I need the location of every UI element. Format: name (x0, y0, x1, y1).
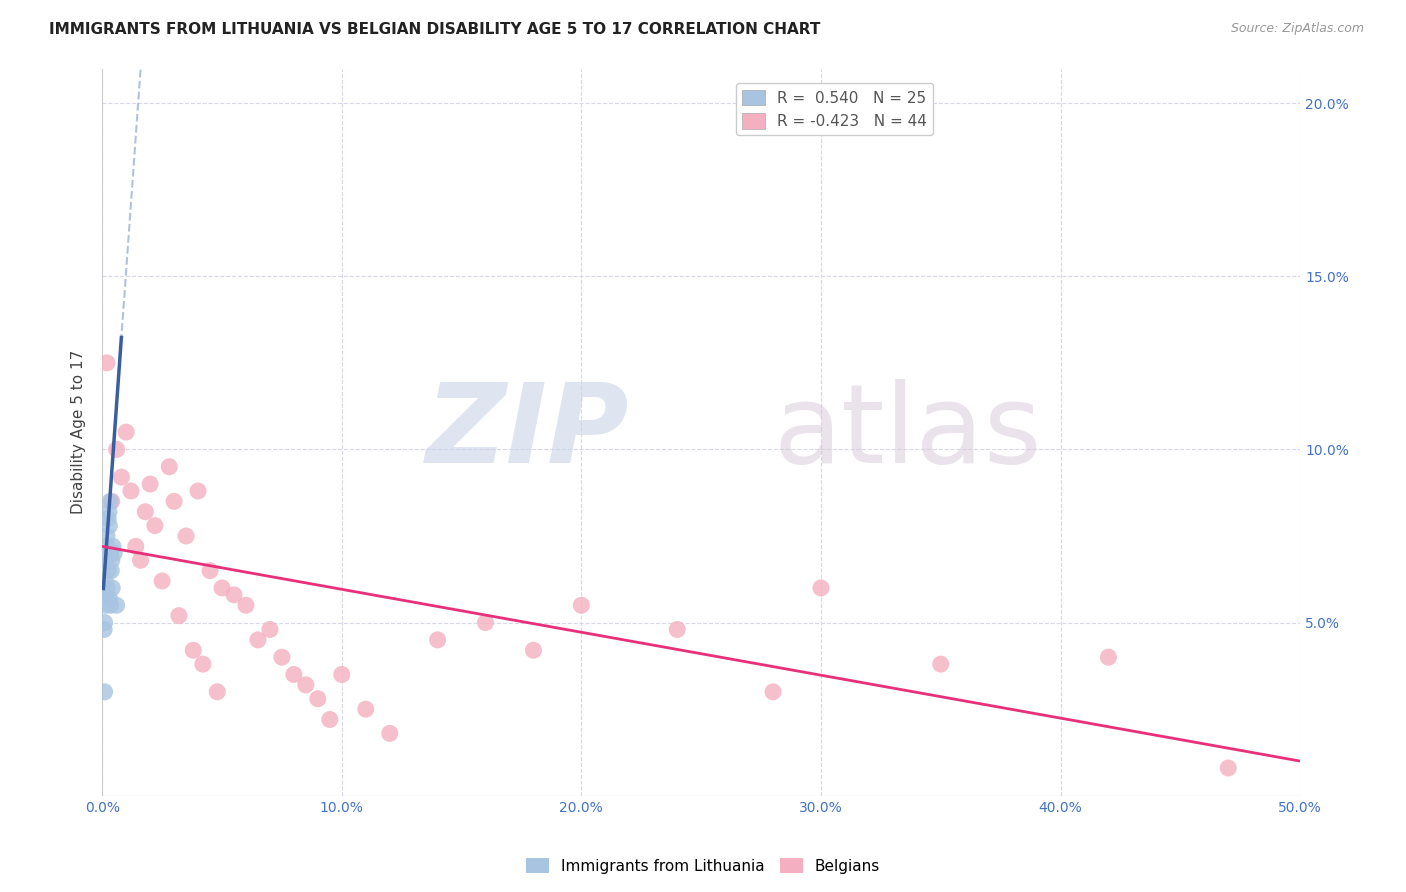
Point (666, 623, 689, 637)
Point (319, 713, 342, 727)
Point (97, 505, 120, 519)
Point (98, 518, 121, 533)
Point (100, 599, 122, 613)
Point (270, 650, 292, 665)
Point (167, 608, 190, 623)
Point (129, 553, 152, 567)
Point (205, 685, 228, 699)
Point (307, 691, 329, 706)
Point (330, 667, 353, 681)
Legend: Immigrants from Lithuania, Belgians: Immigrants from Lithuania, Belgians (520, 852, 886, 880)
Point (96, 581, 118, 595)
Point (101, 581, 124, 595)
Point (105, 442, 128, 457)
Point (762, 685, 785, 699)
Point (120, 483, 142, 498)
Point (103, 546, 125, 560)
Point (93, 685, 115, 699)
Point (283, 667, 305, 681)
Point (235, 599, 257, 613)
Point (94, 599, 117, 613)
Point (98, 494, 121, 508)
Point (94, 574, 117, 588)
Point (96, 540, 118, 554)
Point (98, 591, 121, 606)
Point (474, 615, 496, 630)
Point (125, 540, 148, 554)
Point (110, 470, 132, 484)
Point (101, 540, 124, 554)
Point (295, 678, 318, 692)
Text: atlas: atlas (773, 378, 1042, 485)
Point (259, 623, 281, 637)
Point (929, 657, 952, 672)
Point (157, 459, 180, 474)
Point (143, 518, 166, 533)
Point (163, 494, 186, 508)
Point (100, 564, 122, 578)
Point (93, 615, 115, 630)
Point (96, 356, 118, 370)
Point (246, 632, 269, 647)
Point (105, 599, 128, 613)
Point (211, 581, 233, 595)
Point (1097, 650, 1119, 665)
Point (94, 553, 117, 567)
Point (378, 726, 401, 740)
Point (174, 529, 197, 543)
Point (134, 505, 156, 519)
Point (101, 494, 124, 508)
Point (1218, 761, 1240, 775)
Point (810, 581, 832, 595)
Point (569, 599, 592, 613)
Legend: R =  0.540   N = 25, R = -0.423   N = 44: R = 0.540 N = 25, R = -0.423 N = 44 (735, 84, 934, 136)
Point (426, 632, 449, 647)
Point (139, 477, 162, 491)
Point (198, 564, 221, 578)
Point (115, 425, 138, 439)
Point (191, 657, 214, 672)
Point (354, 702, 377, 716)
Point (101, 553, 124, 567)
Text: Source: ZipAtlas.com: Source: ZipAtlas.com (1230, 22, 1364, 36)
Point (187, 483, 209, 498)
Point (97, 564, 120, 578)
Text: ZIP: ZIP (426, 378, 630, 485)
Point (181, 643, 204, 657)
Point (96, 529, 118, 543)
Point (150, 574, 173, 588)
Point (93, 623, 115, 637)
Point (97, 511, 120, 525)
Point (222, 588, 245, 602)
Point (96, 546, 118, 560)
Y-axis label: Disability Age 5 to 17: Disability Age 5 to 17 (72, 350, 86, 514)
Point (522, 643, 544, 657)
Text: IMMIGRANTS FROM LITHUANIA VS BELGIAN DISABILITY AGE 5 TO 17 CORRELATION CHART: IMMIGRANTS FROM LITHUANIA VS BELGIAN DIS… (49, 22, 821, 37)
Point (100, 546, 122, 560)
Point (94, 588, 117, 602)
